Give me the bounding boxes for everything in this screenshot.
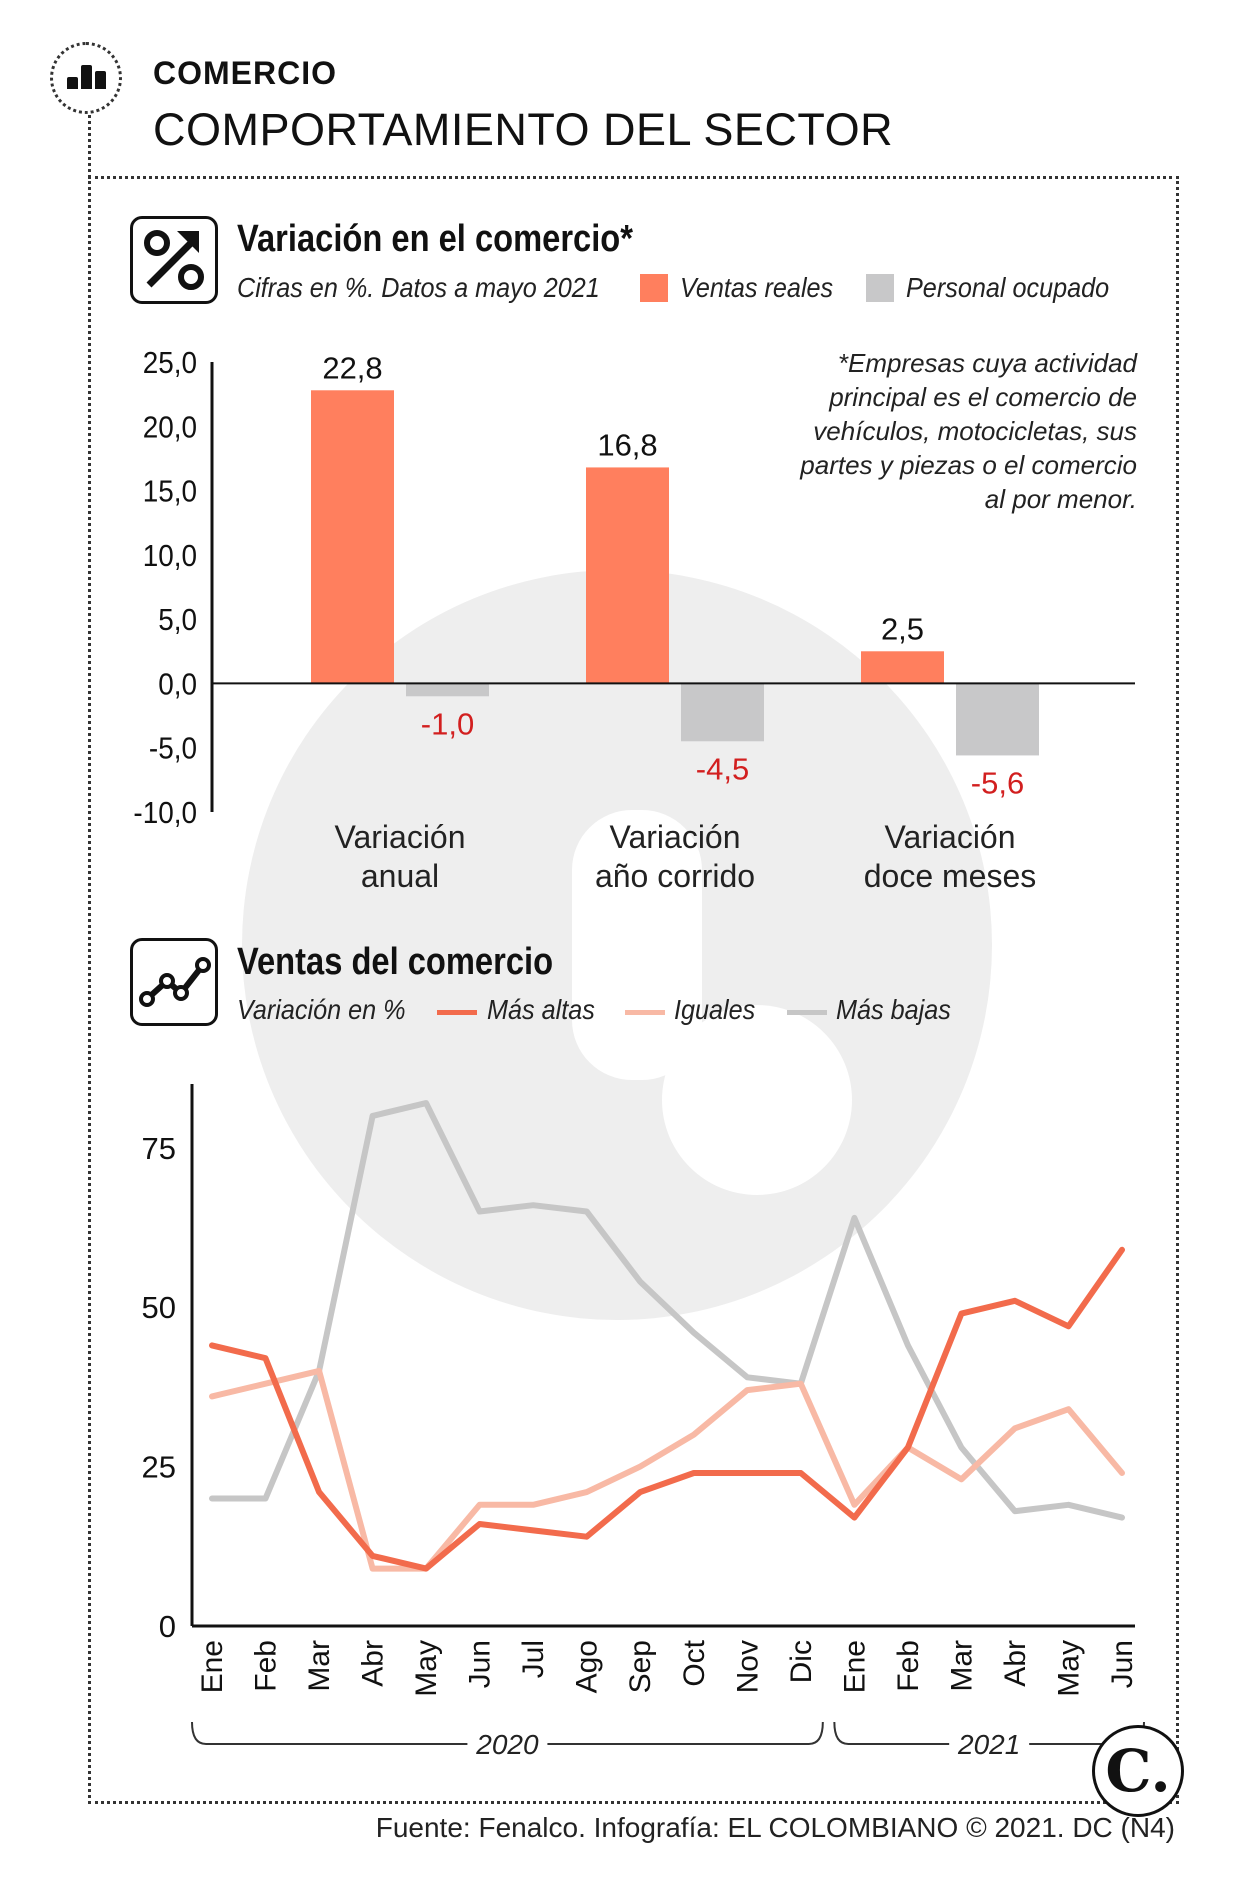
bar-y-tick-label: 15,0 xyxy=(143,474,197,509)
line-series-iguales xyxy=(209,1367,1125,1572)
line-x-tick-label: May xyxy=(1052,1640,1085,1697)
line-x-tick-label: Dic xyxy=(785,1640,818,1683)
bar-value-label: 16,8 xyxy=(597,427,657,462)
line-x-tick-label: Feb xyxy=(892,1640,925,1692)
line-x-tick-label: Ene xyxy=(196,1640,229,1693)
section-label: COMERCIO xyxy=(153,55,337,91)
bar-category-label: Variación xyxy=(609,819,740,855)
line-x-tick-label: Oct xyxy=(678,1639,711,1686)
bar-chart-title: Variación en el comercio* xyxy=(237,218,633,260)
line-y-tick-label: 25 xyxy=(142,1450,176,1485)
percent-arrow-icon xyxy=(130,216,218,304)
legend-label-mas-bajas: Más bajas xyxy=(836,994,951,1025)
line-chart-subtitle: Variación en % xyxy=(237,994,406,1025)
year-bracket-left xyxy=(191,1721,468,1745)
bar-value-label: -4,5 xyxy=(696,751,749,786)
bar-ventas-reales xyxy=(311,390,394,684)
brand-logo: C. xyxy=(1092,1725,1184,1817)
bar-ventas-reales xyxy=(586,467,669,684)
bar-chart-footnote: *Empresas cuya actividad principal es el… xyxy=(800,348,1137,514)
bar-category-label: anual xyxy=(361,858,439,894)
chart-section-icon xyxy=(50,42,122,114)
legend-swatch-ventas-reales xyxy=(640,274,668,302)
bar-value-label: 2,5 xyxy=(881,611,924,646)
bar-y-tick-label: 10,0 xyxy=(143,539,197,574)
bar-ventas-reales xyxy=(861,651,944,684)
bar-y-tick-label: 20,0 xyxy=(143,410,197,445)
line-x-tick-label: Jul xyxy=(517,1640,550,1678)
legend-line-mas-bajas xyxy=(787,1010,827,1015)
bar-value-label: -1,0 xyxy=(421,706,474,741)
bar-y-tick-label: 5,0 xyxy=(158,603,197,638)
year-group-label: 2020 xyxy=(475,1729,539,1760)
year-bracket-left xyxy=(833,1721,950,1745)
line-x-tick-label: Jun xyxy=(464,1640,497,1688)
bar-personal-ocupado xyxy=(956,683,1039,756)
line-x-tick-label: Abr xyxy=(357,1640,390,1687)
bar-category-label: Variación xyxy=(334,819,465,855)
line-x-tick-label: Sep xyxy=(624,1640,657,1693)
bar-personal-ocupado xyxy=(681,683,764,742)
line-x-tick-label: Ago xyxy=(571,1640,604,1693)
line-x-tick-label: May xyxy=(410,1640,443,1697)
bar-y-tick-label: 25,0 xyxy=(143,346,197,381)
line-x-tick-label: Feb xyxy=(250,1640,283,1692)
line-chart-plot: 0 25 50 75 Ene Feb Mar Abr May Jun Jul Ago Sep Oct Nov… xyxy=(142,1084,1145,1760)
bar-y-tick-label: -5,0 xyxy=(149,731,197,766)
legend-label-ventas-reales: Ventas reales xyxy=(680,272,834,303)
bar-chart-subtitle: Cifras en %. Datos a mayo 2021 xyxy=(237,272,600,303)
line-chart-icon xyxy=(130,938,218,1026)
line-y-tick-label: 0 xyxy=(159,1609,176,1644)
frame-left-border xyxy=(88,108,91,1798)
line-y-tick-label: 75 xyxy=(142,1131,176,1166)
line-x-tick-label: Abr xyxy=(999,1640,1032,1687)
bar-category-label: año corrido xyxy=(595,858,755,894)
bar-chart-plot: 25,0 20,0 15,0 10,0 5,0 0,0 -5,0 -10,0 22,8 -1,0 V… xyxy=(133,346,1135,894)
legend-label-iguales: Iguales xyxy=(674,994,756,1025)
legend-label-personal-ocupado: Personal ocupado xyxy=(906,272,1110,303)
line-x-tick-label: Ene xyxy=(838,1640,871,1693)
source-credit: Fuente: Fenalco. Infografía: EL COLOMBIA… xyxy=(375,1812,1175,1843)
legend-line-iguales xyxy=(625,1010,665,1015)
year-group-label: 2021 xyxy=(957,1729,1020,1760)
line-series-mas-altas xyxy=(209,1246,1125,1572)
content-frame xyxy=(88,176,1179,1804)
legend-line-mas-altas xyxy=(437,1010,477,1015)
page-title: COMPORTAMIENTO DEL SECTOR xyxy=(153,104,894,155)
year-bracket-right xyxy=(547,1721,824,1745)
bar-personal-ocupado xyxy=(406,683,489,697)
bar-category-label: doce meses xyxy=(864,858,1037,894)
line-series-mas-bajas xyxy=(209,1100,1125,1521)
line-x-tick-label: Nov xyxy=(731,1640,764,1693)
legend-label-mas-altas: Más altas xyxy=(487,994,595,1025)
line-x-tick-label: Mar xyxy=(303,1640,336,1692)
line-x-tick-label: Jun xyxy=(1106,1640,1139,1688)
bar-value-label: -5,6 xyxy=(971,765,1024,800)
bar-category-label: Variación xyxy=(884,819,1015,855)
bar-y-tick-label: -10,0 xyxy=(133,796,197,831)
line-chart-title: Ventas del comercio xyxy=(237,941,554,983)
bar-y-tick-label: 0,0 xyxy=(158,667,197,702)
line-x-tick-label: Mar xyxy=(945,1640,978,1692)
watermark-logo xyxy=(242,570,992,1320)
bar-value-label: 22,8 xyxy=(322,350,382,385)
line-y-tick-label: 50 xyxy=(142,1290,176,1325)
legend-swatch-personal-ocupado xyxy=(866,274,894,302)
